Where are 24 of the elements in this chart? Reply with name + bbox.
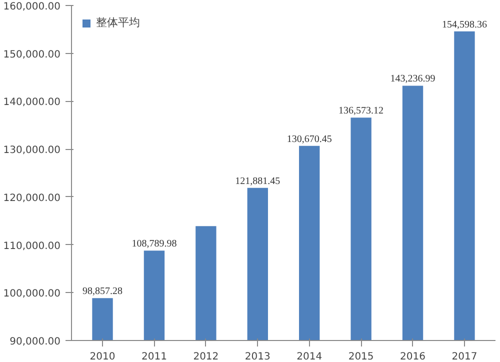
x-tick-label: 2015 bbox=[348, 352, 374, 362]
x-tick-label: 2017 bbox=[452, 352, 478, 362]
x-tick-label: 2012 bbox=[193, 352, 219, 362]
data-label: 130,670.45 bbox=[286, 134, 332, 145]
x-tick-label: 2014 bbox=[296, 352, 322, 362]
data-label: 143,236.99 bbox=[390, 74, 436, 85]
x-tick-label: 2013 bbox=[244, 352, 270, 362]
x-tick-label: 2011 bbox=[142, 352, 167, 362]
data-label: 108,789.98 bbox=[132, 238, 177, 250]
x-tick-label: 2010 bbox=[90, 352, 116, 362]
y-tick-label: 120,000.00 bbox=[3, 192, 61, 204]
legend-label: 整体平均 bbox=[96, 15, 140, 30]
data-label: 121,881.45 bbox=[235, 176, 280, 187]
data-label: 154,598.36 bbox=[442, 19, 487, 30]
y-tick-label: 150,000.00 bbox=[3, 49, 61, 60]
x-tick-label: 2016 bbox=[400, 352, 426, 362]
data-label: 136,573.12 bbox=[338, 106, 384, 117]
y-tick-label: 90,000.00 bbox=[10, 336, 61, 348]
data-label: 98,857.28 bbox=[82, 286, 123, 298]
y-tick-label: 130,000.00 bbox=[3, 145, 61, 156]
y-tick-label: 140,000.00 bbox=[3, 97, 61, 108]
y-tick-label: 110,000.00 bbox=[3, 240, 61, 252]
y-tick-label: 100,000.00 bbox=[3, 288, 61, 300]
y-tick-label: 160,000.00 bbox=[3, 2, 61, 12]
